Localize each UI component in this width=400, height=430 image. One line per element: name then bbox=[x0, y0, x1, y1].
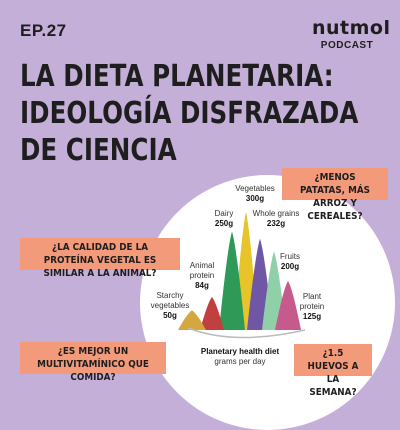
peak-plant-protein bbox=[275, 280, 301, 330]
chart-caption: Planetary health diet grams per day bbox=[190, 347, 290, 367]
title-line-1: LA DIETA PLANETARIA: bbox=[20, 59, 334, 94]
question-text: ¿LA CALIDAD DE LA PROTEÍNA VEGETAL ES SI… bbox=[43, 242, 157, 279]
question-box-potatoes: ¿MENOS PATATAS, MÁS ARROZ Y CEREALES? bbox=[282, 168, 388, 222]
category-label: Plant protein bbox=[299, 292, 325, 311]
title-line-3: DE CIENCIA bbox=[20, 133, 177, 168]
question-text: ¿ES MEJOR UN MULTIVITAMÍNICO QUE COMIDA? bbox=[37, 346, 149, 383]
value-label: 84g bbox=[195, 281, 209, 290]
question-text: ¿MENOS PATATAS, MÁS ARROZ Y CEREALES? bbox=[299, 172, 370, 222]
peak-starchy-vegetables bbox=[178, 310, 206, 330]
question-box-eggs: ¿1.5 HUEVOS A LA SEMANA? bbox=[294, 344, 372, 398]
value-label: 200g bbox=[280, 262, 300, 271]
value-label: 250g bbox=[214, 219, 234, 228]
chart-subtitle: grams per day bbox=[214, 357, 266, 366]
planetary-diet-chart bbox=[178, 212, 305, 339]
question-box-multivitamin: ¿ES MEJOR UN MULTIVITAMÍNICO QUE COMIDA? bbox=[20, 342, 166, 383]
chart-title: Planetary health diet bbox=[200, 347, 280, 356]
value-label: 50g bbox=[163, 311, 177, 320]
category-label: Whole grains bbox=[252, 209, 300, 218]
peak-animal-protein bbox=[200, 296, 224, 330]
category-label: Fruits bbox=[280, 252, 300, 261]
plate-rim bbox=[187, 327, 305, 339]
label-dairy: Dairy 250g bbox=[206, 209, 242, 229]
category-label: Vegetables bbox=[235, 184, 275, 193]
label-fruits: Fruits 200g bbox=[274, 252, 306, 272]
category-label: Animal protein bbox=[189, 261, 215, 280]
category-label: Dairy bbox=[214, 209, 234, 218]
brand-logo: nutmol PODCAST bbox=[312, 17, 391, 51]
label-starchy-vegetables: Starchy vegetables 50g bbox=[142, 291, 198, 321]
brand-wordmark: nutmol bbox=[312, 17, 391, 39]
peak-dairy bbox=[219, 231, 245, 330]
value-label: 125g bbox=[302, 312, 322, 321]
category-label: Starchy vegetables bbox=[150, 291, 190, 310]
episode-number: EP.27 bbox=[20, 21, 67, 40]
value-label: 232g bbox=[266, 219, 286, 228]
question-text: ¿1.5 HUEVOS A LA SEMANA? bbox=[307, 348, 359, 398]
label-whole-grains: Whole grains 232g bbox=[249, 209, 303, 229]
label-plant-protein: Plant protein 125g bbox=[294, 292, 330, 322]
page-title: LA DIETA PLANETARIA: IDEOLOGÍA DISFRAZAD… bbox=[20, 58, 359, 169]
question-box-protein-quality: ¿LA CALIDAD DE LA PROTEÍNA VEGETAL ES SI… bbox=[20, 238, 180, 279]
label-animal-protein: Animal protein 84g bbox=[182, 261, 222, 291]
brand-subtitle: PODCAST bbox=[320, 40, 374, 51]
label-vegetables: Vegetables 300g bbox=[230, 184, 280, 204]
value-label: 300g bbox=[245, 194, 265, 203]
title-line-2: IDEOLOGÍA DISFRAZADA bbox=[20, 96, 359, 131]
